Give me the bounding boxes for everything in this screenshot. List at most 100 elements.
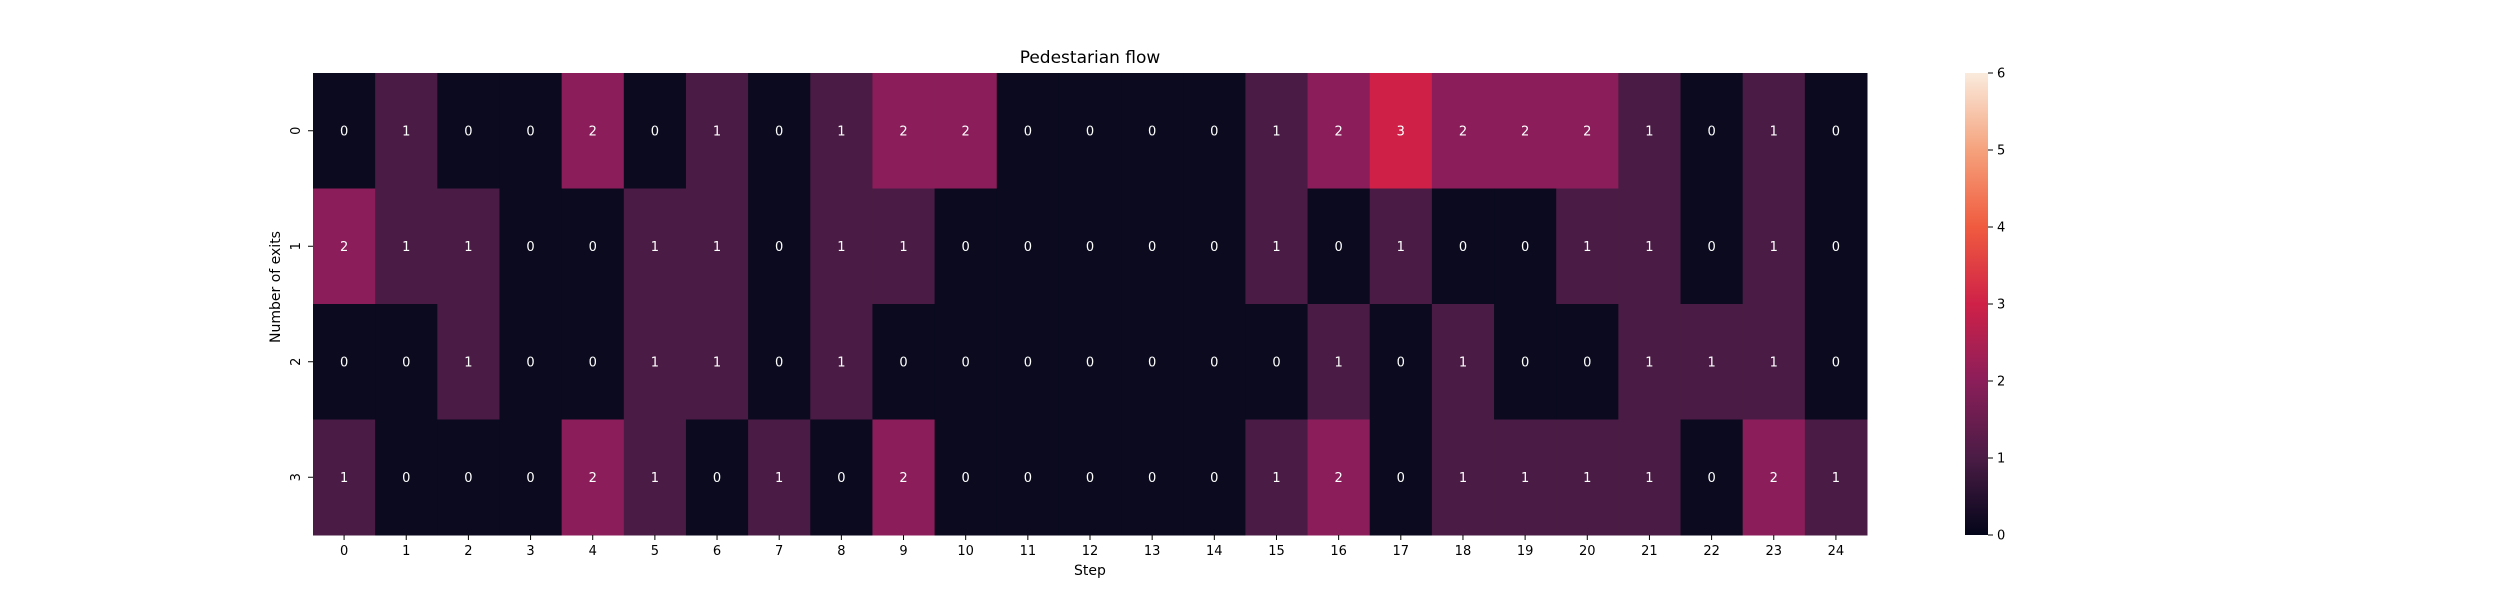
heatmap-cell: [1618, 304, 1682, 420]
cell-value-label: 1: [651, 355, 659, 370]
cell-value-label: 2: [1770, 471, 1778, 486]
heatmap-cell: [437, 304, 500, 420]
cell-value-label: 0: [837, 471, 845, 486]
y-tick-label: 1: [289, 242, 304, 250]
cell-value-label: 0: [1148, 240, 1156, 255]
heatmap-cell: [996, 73, 1060, 189]
cell-value-label: 0: [526, 124, 534, 139]
x-tick-label: 6: [713, 544, 721, 559]
heatmap-cell: [685, 73, 749, 189]
heatmap-cell: [1431, 304, 1495, 420]
heatmap-cell: [375, 304, 438, 420]
cell-value-label: 0: [899, 355, 907, 370]
heatmap-cell: [1618, 419, 1682, 536]
cell-value-label: 1: [1645, 240, 1653, 255]
cell-value-label: 2: [899, 471, 907, 486]
cell-value-label: 0: [1210, 355, 1218, 370]
cell-value-label: 0: [775, 355, 783, 370]
heatmap-cell: [499, 304, 563, 420]
heatmap-cell: [1804, 419, 1868, 536]
x-tick-label: 21: [1641, 544, 1658, 559]
x-tick-label: 8: [837, 544, 845, 559]
heatmap-cell: [313, 419, 376, 536]
cell-value-label: 0: [1707, 240, 1715, 255]
x-tick-label: 13: [1144, 544, 1161, 559]
heatmap-cell: [1680, 304, 1744, 420]
x-tick-label: 7: [775, 544, 783, 559]
heatmap-cell: [810, 304, 873, 420]
cell-value-label: 0: [1210, 124, 1218, 139]
y-tick-label: 0: [289, 127, 304, 135]
cell-value-label: 1: [1272, 471, 1280, 486]
y-tick-label: 3: [289, 473, 304, 481]
x-tick-label: 12: [1082, 544, 1099, 559]
cell-value-label: 2: [340, 240, 348, 255]
heatmap-cell: [375, 73, 438, 189]
colorbar-tick-label: 0: [1997, 529, 2005, 544]
cell-value-label: 0: [589, 240, 597, 255]
heatmap-cell: [1618, 73, 1682, 189]
cell-value-label: 0: [1832, 124, 1840, 139]
cell-value-label: 1: [775, 471, 783, 486]
heatmap-cell: [1742, 73, 1806, 189]
heatmap-cell: [1245, 304, 1309, 420]
cell-value-label: 1: [1272, 124, 1280, 139]
heatmap-cell: [499, 188, 563, 305]
colorbar-tick-label: 1: [1997, 452, 2005, 467]
heatmap-cell: [1121, 73, 1184, 189]
heatmap-cell: [1680, 73, 1744, 189]
cell-value-label: 0: [962, 471, 970, 486]
heatmap-cell: [996, 188, 1060, 305]
heatmap-cell: [1556, 304, 1619, 420]
cell-value-label: 2: [1459, 124, 1467, 139]
x-tick-label: 20: [1579, 544, 1596, 559]
cell-value-label: 0: [464, 471, 472, 486]
heatmap-cell: [685, 304, 749, 420]
cell-value-label: 0: [340, 355, 348, 370]
heatmap-cell: [437, 419, 500, 536]
cell-value-label: 0: [526, 471, 534, 486]
colorbar-tick-label: 2: [1997, 375, 2005, 390]
cell-value-label: 1: [899, 240, 907, 255]
heatmap-cell: [1494, 73, 1557, 189]
cell-value-label: 0: [1707, 471, 1715, 486]
cell-value-label: 1: [713, 355, 721, 370]
heatmap-cell: [437, 73, 500, 189]
x-tick-label: 9: [899, 544, 907, 559]
heatmap-cell: [1556, 419, 1619, 536]
heatmap-cell: [623, 419, 687, 536]
heatmap-cell: [1742, 188, 1806, 305]
cell-value-label: 1: [464, 355, 472, 370]
heatmap-cell: [1494, 188, 1557, 305]
cell-value-label: 0: [1148, 471, 1156, 486]
heatmap-cell: [1494, 419, 1557, 536]
heatmap-cell: [810, 73, 873, 189]
heatmap-cell: [996, 419, 1060, 536]
heatmap-cell: [1245, 73, 1309, 189]
heatmap-cell: [1804, 304, 1868, 420]
heatmap-cell: [1058, 419, 1122, 536]
cell-value-label: 1: [713, 240, 721, 255]
heatmap-cell: [1804, 188, 1868, 305]
cell-value-label: 0: [1521, 240, 1529, 255]
cell-value-label: 1: [340, 471, 348, 486]
heatmap-cell: [1245, 188, 1309, 305]
cell-value-label: 1: [1459, 355, 1467, 370]
heatmap-cell: [1369, 73, 1433, 189]
x-tick-label: 17: [1393, 544, 1410, 559]
heatmap-cell: [1307, 304, 1371, 420]
cell-value-label: 1: [1334, 355, 1342, 370]
heatmap-cell: [1183, 73, 1246, 189]
heatmap-cell: [1556, 188, 1619, 305]
cell-value-label: 1: [1707, 355, 1715, 370]
y-axis-label: Number of exits: [268, 231, 284, 343]
heatmap-cell: [934, 73, 998, 189]
heatmap-cell: [1680, 419, 1744, 536]
heatmap-cell: [1307, 73, 1371, 189]
heatmap-cell: [499, 73, 563, 189]
cell-value-label: 0: [1024, 471, 1032, 486]
cell-value-label: 0: [1272, 355, 1280, 370]
cell-value-label: 0: [1024, 124, 1032, 139]
cell-value-label: 0: [1832, 355, 1840, 370]
cell-value-label: 1: [651, 240, 659, 255]
